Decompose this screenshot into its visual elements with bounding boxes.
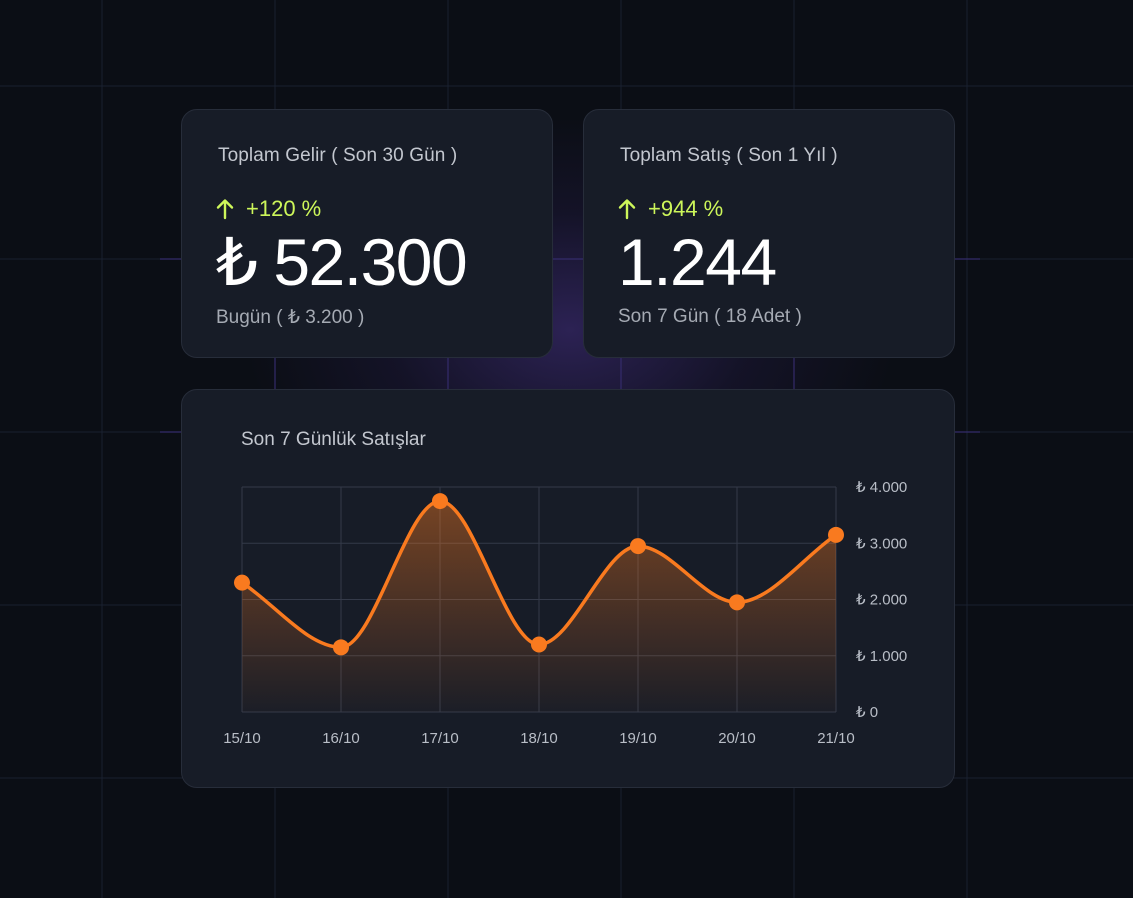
sales-title: Toplam Satış ( Son 1 Yıl ) [620, 145, 838, 166]
y-tick-label: ₺ 2.000 [856, 592, 907, 609]
arrow-up-icon [618, 199, 636, 220]
x-tick-label: 16/10 [322, 730, 360, 747]
revenue-title: Toplam Gelir ( Son 30 Gün ) [218, 145, 458, 166]
sales-change: +944 % [618, 196, 723, 222]
revenue-today: Bugün ( ₺ 3.200 ) [216, 307, 365, 328]
data-point [531, 636, 547, 653]
sales-value: 1.244 [618, 225, 777, 299]
series-area [242, 501, 836, 712]
x-tick-label: 20/10 [718, 730, 756, 747]
data-point [630, 538, 646, 555]
x-tick-label: 15/10 [223, 730, 261, 747]
sales-last-7-days: Son 7 Gün ( 18 Adet ) [618, 306, 802, 327]
revenue-change-value: +120 % [246, 196, 322, 221]
arrow-up-icon [216, 199, 234, 220]
x-tick-label: 19/10 [619, 730, 657, 747]
x-tick-label: 21/10 [817, 730, 855, 747]
revenue-change: +120 % [216, 196, 321, 222]
data-point [432, 493, 448, 510]
sales-chart-card: Son 7 Günlük Satışlar ₺ 0 ₺ 1.000 ₺ 2.000 ₺… [181, 389, 955, 788]
y-tick-label: ₺ 3.000 [856, 535, 907, 552]
sales-line-chart: ₺ 0 ₺ 1.000 ₺ 2.000 ₺ 3.000 ₺ 4.000 15/10 16/1… [223, 479, 907, 747]
y-tick-label: ₺ 4.000 [856, 479, 907, 496]
data-point [234, 574, 250, 591]
revenue-card: Toplam Gelir ( Son 30 Gün ) +120 % ₺ 52.… [181, 109, 553, 358]
x-tick-label: 18/10 [520, 730, 558, 747]
data-point [729, 594, 745, 611]
sales-card: Toplam Satış ( Son 1 Yıl ) +944 % 1.244 … [583, 109, 955, 358]
y-tick-label: ₺ 1.000 [856, 648, 907, 665]
x-tick-label: 17/10 [421, 730, 459, 747]
revenue-value: ₺ 52.300 [216, 225, 468, 299]
data-point [828, 526, 844, 543]
sales-change-value: +944 % [648, 196, 724, 221]
chart-title: Son 7 Günlük Satışlar [241, 429, 426, 450]
y-tick-label: ₺ 0 [856, 704, 878, 721]
data-point [333, 639, 349, 656]
